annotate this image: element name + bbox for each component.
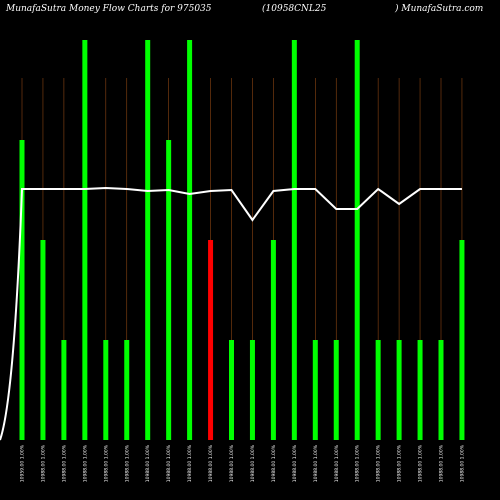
x-tick-label: 10988.00 1.00% bbox=[187, 444, 193, 482]
x-tick-label: 10988.00 1.00% bbox=[355, 444, 361, 482]
bar bbox=[417, 340, 423, 440]
x-tick-label: 10988.00 1.00% bbox=[292, 444, 298, 482]
x-tick-label: 10988.00 1.00% bbox=[334, 444, 340, 482]
bar bbox=[270, 240, 276, 440]
header-middle: (10958CNL25 bbox=[262, 4, 327, 14]
bar bbox=[103, 340, 109, 440]
x-tick-label: 10988.00 1.00% bbox=[61, 444, 67, 482]
bar bbox=[145, 40, 151, 440]
x-tick-label: 10988.00 1.00% bbox=[271, 444, 277, 482]
bar bbox=[82, 40, 88, 440]
bar bbox=[438, 340, 444, 440]
bars bbox=[19, 40, 465, 440]
bar bbox=[249, 340, 255, 440]
x-tick-label: 10988.00 1.00% bbox=[208, 444, 214, 482]
x-tick-label: 10988.00 1.00% bbox=[145, 444, 151, 482]
bar bbox=[40, 240, 46, 440]
bar bbox=[229, 340, 234, 440]
x-tick-label: 10988.00 1.00% bbox=[439, 444, 445, 482]
grid-lines bbox=[21, 78, 463, 440]
bar bbox=[19, 140, 25, 440]
series-line bbox=[0, 186, 462, 441]
x-tick-label: 10988.00 1.00% bbox=[376, 444, 382, 482]
bar bbox=[312, 340, 318, 440]
bar bbox=[61, 340, 67, 440]
price-line bbox=[0, 186, 462, 441]
tick-labels: 10959.00 1.00% 10988.00 1.00% 10988.00 1.0… bbox=[20, 444, 466, 482]
bar bbox=[291, 40, 297, 440]
x-tick-label: 10988.00 1.00% bbox=[397, 444, 403, 482]
x-tick-label: 10988.00 1.00% bbox=[229, 444, 235, 482]
bar bbox=[396, 340, 402, 440]
x-tick-label: 10988.00 1.00% bbox=[40, 444, 46, 482]
x-tick-label: 10988.00 1.00% bbox=[124, 444, 130, 482]
x-tick-label: 10988.00 1.00% bbox=[103, 444, 109, 482]
header-left: MunafaSutra Money Flow Charts for 975035 bbox=[6, 4, 212, 14]
x-tick-label: 10988.00 1.00% bbox=[82, 444, 88, 482]
bar bbox=[208, 240, 214, 440]
x-tick-label: 10988.00 1.00% bbox=[250, 444, 256, 482]
header-right: ) MunafaSutra.com bbox=[395, 4, 484, 14]
bar bbox=[459, 240, 465, 440]
bar bbox=[166, 140, 172, 440]
bar bbox=[333, 340, 339, 440]
bar bbox=[375, 340, 381, 440]
bar bbox=[187, 40, 193, 440]
bar bbox=[354, 40, 360, 440]
x-tick-label: 10988.00 1.00% bbox=[166, 444, 172, 482]
bar bbox=[124, 340, 130, 440]
x-tick-label: 10988.00 1.00% bbox=[418, 444, 424, 482]
x-tick-label: 10988.00 1.00% bbox=[313, 444, 319, 482]
x-tick-label: 10988.00 1.00% bbox=[459, 444, 465, 482]
x-tick-label: 10959.00 1.00% bbox=[20, 444, 26, 482]
